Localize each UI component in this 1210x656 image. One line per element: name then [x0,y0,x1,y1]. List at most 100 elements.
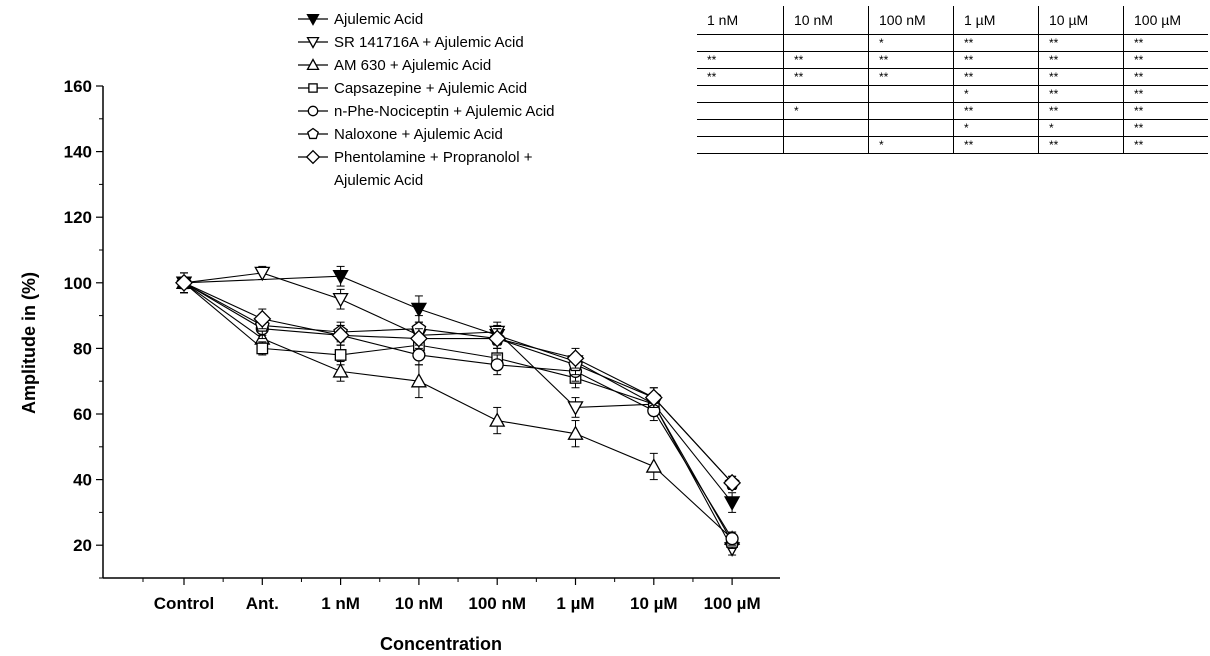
table-cell [783,136,869,154]
table-row: ** ** ** ** ** ** [697,68,1208,86]
data-point [306,13,320,26]
data-point [307,105,319,117]
legend-label: Naloxone + Ajulemic Acid [334,126,503,143]
data-point [332,292,349,308]
data-point [306,36,320,49]
x-tick-label: 10 µM [630,594,678,613]
data-point [490,358,504,372]
x-axis-title: Concentration [380,634,502,654]
table-cell [868,85,954,103]
x-tick-label: 1 µM [556,594,594,613]
table-cell [783,34,869,52]
table-row: * ** ** ** [697,136,1208,154]
table-cell [868,102,954,120]
data-point [567,401,584,416]
table-cell: ** [953,68,1039,86]
table-cell: * [868,34,954,52]
chart-legend: Ajulemic Acid SR 141716A + Ajulemic Acid A… [298,11,555,189]
table-cell: ** [953,136,1039,154]
table-cell: ** [1038,136,1124,154]
data-point [645,458,662,473]
chart-axes [102,86,780,579]
data-point [332,363,349,378]
data-point [332,269,349,285]
table-cell: ** [1038,85,1124,103]
table-cell [868,119,954,137]
y-tick-label: 160 [64,77,92,96]
table-cell [783,119,869,137]
table-cell [697,102,784,120]
series-line [183,282,733,484]
table-cell [697,85,784,103]
y-tick-label: 140 [64,143,92,162]
table-header-cell: 10 µM [1038,6,1124,35]
significance-table-header: 1 nM 10 nM 100 nM 1 µM 10 µM 100 µM [697,6,1208,35]
x-tick-label: 100 nM [468,594,526,613]
y-tick-label: 40 [73,471,92,490]
table-cell: ** [953,34,1039,52]
y-axis-title: Amplitude in (%) [19,272,39,414]
table-header-cell: 1 µM [953,6,1039,35]
data-point [489,412,506,427]
data-point [409,329,428,348]
table-cell: ** [1038,51,1124,69]
x-tick-label: Control [154,594,214,613]
data-point [488,329,507,348]
legend-label: n-Phe-Nociceptin + Ajulemic Acid [334,103,555,120]
y-tick-label: 60 [73,405,92,424]
data-point [723,496,741,511]
data-point [308,83,318,93]
data-point [334,349,347,361]
table-cell: ** [953,102,1039,120]
x-tick-label: 10 nM [395,594,443,613]
legend-label: Capsazepine + Ajulemic Acid [334,80,527,97]
table-cell: * [1038,119,1124,137]
data-point [253,309,272,328]
table-cell: ** [1123,34,1208,52]
y-tick-label: 20 [73,536,92,555]
legend-label: SR 141716A + Ajulemic Acid [334,34,524,51]
significance-table-body: * ** ** ** ** ** ** ** ** ** ** ** ** ** ** ** * ** ** * ** *… [697,34,1208,154]
data-point [254,266,271,282]
table-header-cell: 1 nM [697,6,784,35]
table-row: * * ** [697,119,1208,137]
data-point [256,342,269,355]
table-cell: * [868,136,954,154]
table-row: * ** ** ** [697,34,1208,52]
table-cell: ** [953,51,1039,69]
series-5 [176,272,740,490]
y-tick-label: 80 [73,339,92,358]
legend-label: Ajulemic Acid [334,172,423,189]
series-line [183,282,733,539]
data-point [306,58,320,71]
series-line [183,282,733,484]
table-cell: ** [1123,136,1208,154]
table-cell: ** [697,68,784,86]
table-cell [697,119,784,137]
chart-ticks: 20 40 60 80 100 120 140 160 Control Ant. 1 nM 10 nM… [64,77,761,613]
table-row: * ** ** ** [697,102,1208,120]
series-6 [175,272,742,492]
table-row: * ** ** [697,85,1208,103]
table-cell: ** [868,68,954,86]
table-cell: ** [783,51,869,69]
legend-label: Ajulemic Acid [334,11,423,28]
chart-series [175,265,742,557]
data-point [567,425,584,440]
data-point [566,349,585,368]
table-cell: ** [697,51,784,69]
legend-label: Phentolamine + Propranolol + [334,149,533,166]
table-header-cell: 100 nM [868,6,954,35]
legend-label: AM 630 + Ajulemic Acid [334,57,491,74]
table-cell: * [783,102,869,120]
x-tick-label: Ant. [246,594,279,613]
table-cell [697,136,784,154]
table-cell [697,34,784,52]
x-tick-label: 1 nM [321,594,360,613]
table-cell [783,85,869,103]
y-tick-label: 120 [64,208,92,227]
table-cell: * [953,85,1039,103]
significance-table: 1 nM 10 nM 100 nM 1 µM 10 µM 100 µM * ** ** ** **… [697,6,1208,154]
table-cell: ** [1123,102,1208,120]
